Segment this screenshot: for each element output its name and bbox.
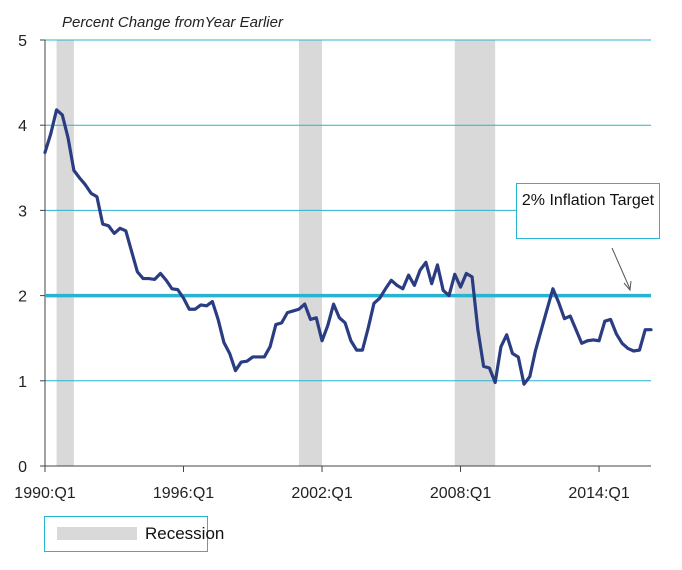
series-line-0	[43, 108, 653, 386]
y-tick-label-3: 3	[18, 203, 27, 220]
legend-label-recession: Recession	[145, 524, 225, 543]
x-tick-label-2014:Q1: 2014:Q1	[568, 485, 629, 502]
recession-bar-0	[56, 40, 74, 466]
x-tick-label-1996:Q1: 1996:Q1	[153, 485, 214, 502]
y-tick-label-2: 2	[18, 289, 27, 306]
y-tick-label-4: 4	[18, 118, 27, 135]
series	[43, 108, 653, 386]
recession-bar-2	[454, 40, 496, 466]
recession-bar-1	[298, 40, 323, 466]
target-callout: 2% Inflation Target	[516, 183, 660, 239]
callout-arrowhead	[623, 280, 632, 292]
tick-labels: 0 1 2 3 4 5 1990:Q1 1996:Q1 2002:Q1 2008:Q1 2014:Q…	[14, 33, 630, 502]
axes	[40, 39, 651, 472]
legend: Recession	[44, 516, 224, 552]
y-tick-label-5: 5	[18, 33, 27, 50]
callout-arrow	[611, 247, 631, 290]
y-tick-label-0: 0	[18, 459, 27, 476]
x-tick-label-2002:Q1: 2002:Q1	[291, 485, 352, 502]
chart-title: Percent Change fromYear Earlier	[62, 14, 283, 31]
x-tick-label-1990:Q1: 1990:Q1	[14, 485, 75, 502]
x-tick-label-2008:Q1: 2008:Q1	[430, 485, 491, 502]
legend-swatch-recession	[57, 527, 137, 540]
annotations	[611, 247, 632, 292]
y-tick-label-1: 1	[18, 374, 27, 391]
recession-shading	[56, 40, 496, 466]
